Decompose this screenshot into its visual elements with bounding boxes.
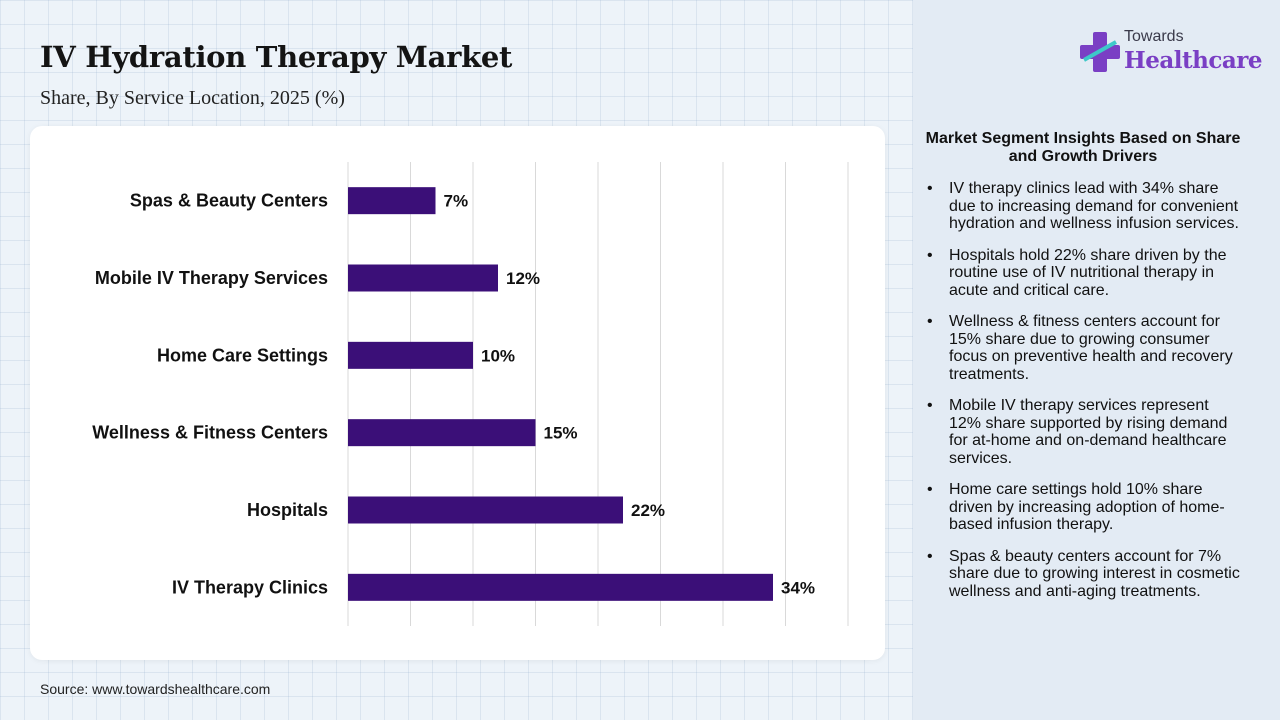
insight-item: Hospitals hold 22% share driven by the r… <box>927 247 1245 300</box>
insight-item: Mobile IV therapy services represent 12%… <box>927 397 1245 467</box>
insights-list: IV therapy clinics lead with 34% share d… <box>927 180 1245 614</box>
brand-logo: Towards Healthcare <box>1080 28 1263 78</box>
insight-item: Spas & beauty centers account for 7% sha… <box>927 548 1245 601</box>
page-subtitle: Share, By Service Location, 2025 (%) <box>40 87 345 109</box>
logo-text-towards: Towards <box>1124 28 1184 45</box>
data-label: 12% <box>506 269 540 288</box>
source-note: Source: www.towardshealthcare.com <box>40 681 271 697</box>
bar <box>348 187 436 215</box>
bar <box>348 419 536 447</box>
data-label: 22% <box>631 501 665 520</box>
medical-cross-icon <box>1080 32 1120 72</box>
insight-item: Wellness & fitness centers account for 1… <box>927 313 1245 383</box>
data-label: 15% <box>544 424 578 443</box>
category-label: Spas & Beauty Centers <box>130 191 328 211</box>
bar-chart: Spas & Beauty Centers 7% Mobile IV Therapy… <box>92 162 849 626</box>
data-label: 7% <box>444 192 469 211</box>
chart-card: Spas & Beauty Centers 7% Mobile IV Therapy… <box>30 126 885 660</box>
category-label: Home Care Settings <box>157 345 328 365</box>
bar <box>348 341 473 369</box>
category-label: Mobile IV Therapy Services <box>95 268 328 288</box>
data-label: 10% <box>481 346 515 365</box>
bar <box>348 573 773 601</box>
category-label: Wellness & Fitness Centers <box>92 423 328 443</box>
insight-item: Home care settings hold 10% share driven… <box>927 481 1245 534</box>
logo-text-healthcare: Healthcare <box>1124 47 1263 74</box>
insights-title: Market Segment Insights Based on Share a… <box>925 130 1241 165</box>
insight-item: IV therapy clinics lead with 34% share d… <box>927 180 1245 233</box>
bar <box>348 264 498 292</box>
category-label: IV Therapy Clinics <box>172 577 328 597</box>
category-label: Hospitals <box>247 500 328 520</box>
bar <box>348 496 623 524</box>
data-label: 34% <box>781 578 815 597</box>
page-title: IV Hydration Therapy Market <box>40 40 513 74</box>
